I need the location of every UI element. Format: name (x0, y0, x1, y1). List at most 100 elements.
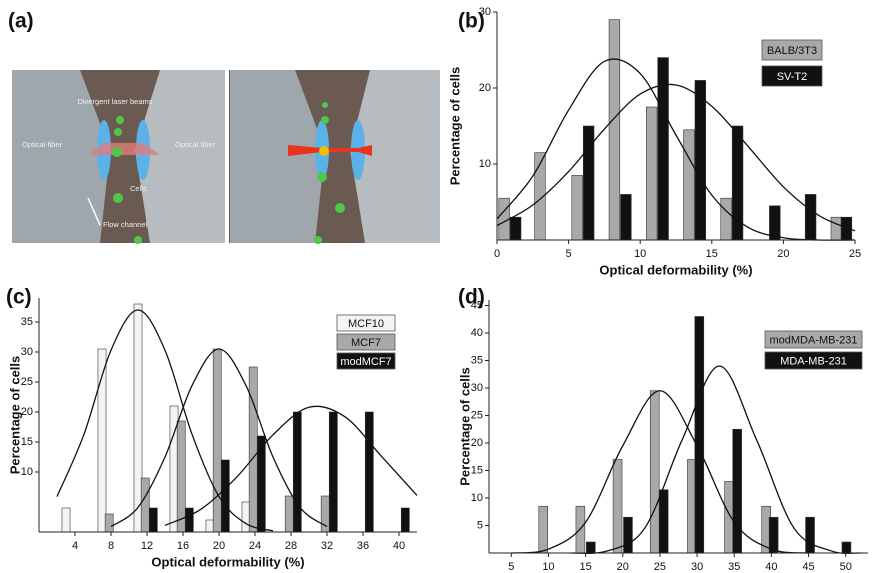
annotation: Flow channel (103, 220, 148, 229)
bar (241, 501, 251, 533)
legend-label: MCF10 (348, 318, 384, 330)
bar (61, 507, 71, 533)
bar (220, 459, 230, 533)
x-tick-label: 20 (213, 540, 225, 552)
bar (620, 194, 632, 241)
separator (225, 70, 229, 243)
panel-a: (a) Divergent laser beams Optical fiber … (8, 10, 440, 244)
bar (658, 489, 669, 554)
bar (768, 516, 779, 554)
y-axis-label: Percentage of cells (7, 356, 22, 475)
x-tick-label: 40 (765, 561, 777, 573)
bar (612, 459, 623, 554)
y-tick-label: 20 (479, 82, 491, 94)
y-tick-label: 30 (21, 346, 33, 358)
x-tick-label: 5 (566, 248, 572, 260)
bar (248, 366, 258, 533)
bar (694, 316, 705, 554)
annotation: Optical fiber (175, 140, 216, 149)
bar (498, 197, 510, 241)
bar (841, 541, 852, 554)
y-tick-label: 20 (471, 437, 483, 449)
annotation: Cells (130, 184, 147, 193)
legend-box (336, 352, 396, 370)
fiber-block (12, 70, 110, 243)
legend-label: MDA-MB-231 (780, 355, 847, 367)
y-axis-label: Percentage of cells (457, 367, 472, 486)
bar (205, 519, 215, 533)
panel-label: (c) (6, 286, 32, 309)
bar (364, 411, 374, 533)
bar (284, 495, 294, 533)
x-tick-label: 25 (654, 561, 666, 573)
bar (683, 129, 695, 241)
x-tick-label: 30 (691, 561, 703, 573)
x-tick-label: 16 (177, 540, 189, 552)
fiber-block (350, 70, 440, 243)
fit-curve (56, 309, 274, 532)
bar (694, 80, 707, 241)
arrow (87, 197, 101, 226)
x-tick-label: 25 (849, 248, 861, 260)
x-tick-label: 20 (617, 561, 629, 573)
bar (586, 541, 596, 554)
panel-label: (d) (458, 286, 485, 309)
bar (320, 495, 330, 533)
fit-curve (164, 405, 418, 526)
legend-label: BALB/3T3 (767, 45, 817, 57)
y-tick-label: 35 (21, 316, 33, 328)
y-tick-label: 5 (477, 519, 483, 531)
chart-panel: (b) 0 5 10 15 20 25 10 20 30 Optical deformability… (447, 6, 861, 278)
bar (133, 303, 143, 533)
x-tick-label: 5 (508, 561, 514, 573)
bar (804, 194, 817, 241)
bar (140, 477, 150, 533)
y-tick-label: 10 (21, 466, 33, 478)
x-tick-label: 10 (542, 561, 554, 573)
bar (830, 216, 843, 241)
bar (400, 507, 410, 533)
legend-label: modMDA-MB-231 (769, 334, 857, 346)
x-tick-label: 24 (249, 540, 261, 552)
fiber-block (135, 70, 225, 243)
x-tick-label: 50 (840, 561, 852, 573)
x-tick-label: 4 (72, 540, 78, 552)
legend-label: MCF7 (351, 337, 381, 349)
fit-curve (496, 83, 856, 232)
bar (571, 175, 583, 241)
y-tick-label: 15 (21, 436, 33, 448)
bar (509, 216, 522, 241)
y-tick-label: 25 (21, 376, 33, 388)
y-tick-label: 30 (479, 6, 491, 18)
bar (212, 348, 222, 533)
bar (176, 420, 186, 533)
bar (538, 505, 549, 554)
x-axis-label: Optical deformability (%) (599, 262, 752, 277)
laser-beam (88, 143, 160, 155)
x-tick-label: 10 (634, 248, 646, 260)
bar (104, 513, 114, 533)
bar (148, 507, 158, 533)
annotation: Optical fiber (22, 140, 63, 149)
legend-box (336, 314, 396, 332)
x-tick-label: 15 (579, 561, 591, 573)
y-tick-label: 40 (471, 327, 483, 339)
panel-label: (a) (8, 10, 34, 33)
fit-curve (110, 348, 328, 528)
y-tick-label: 10 (471, 492, 483, 504)
y-tick-label: 30 (471, 382, 483, 394)
cells (112, 102, 345, 244)
bar (724, 481, 734, 554)
x-tick-label: 8 (108, 540, 114, 552)
y-tick-label: 35 (471, 354, 483, 366)
x-tick-label: 20 (777, 248, 789, 260)
x-axis-label: Optical deformability (%) (151, 554, 304, 569)
bar (732, 428, 742, 554)
y-axis-label: Percentage of cells (447, 67, 462, 186)
legend-box (764, 330, 863, 349)
bar (328, 411, 338, 533)
x-tick-label: 15 (706, 248, 718, 260)
fiber-block (230, 70, 325, 243)
y-tick-label: 25 (471, 409, 483, 421)
